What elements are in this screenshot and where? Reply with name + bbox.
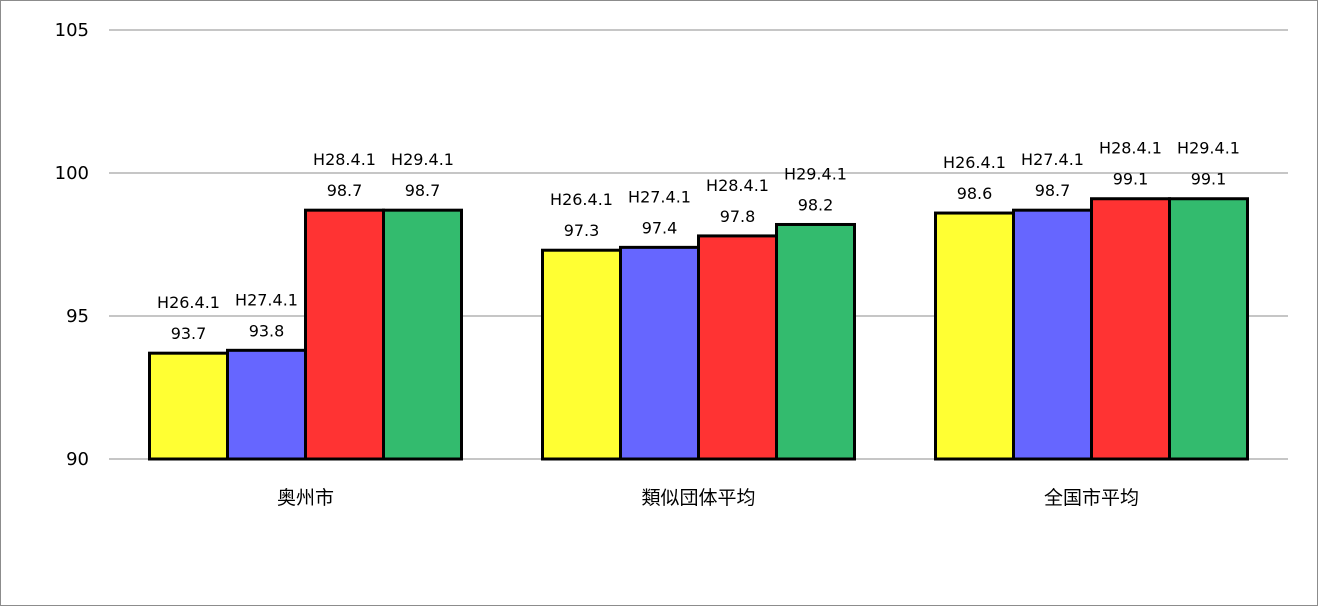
y-tick-label: 100 xyxy=(55,163,89,184)
bar xyxy=(304,208,385,461)
bar xyxy=(1012,208,1093,461)
data-label-value: 99.1 xyxy=(1191,170,1227,189)
x-axis-categories: 奥州市 類似団体平均 全国市平均 xyxy=(277,487,1139,509)
bar xyxy=(934,211,1015,461)
data-label-value: 98.6 xyxy=(957,184,993,203)
data-label-series: H29.4.1 xyxy=(1177,139,1240,158)
bar xyxy=(775,222,856,461)
category-label: 全国市平均 xyxy=(1044,487,1139,509)
data-label-series: H27.4.1 xyxy=(235,290,298,309)
data-label-value: 98.7 xyxy=(327,181,363,200)
bar xyxy=(1168,197,1249,461)
data-labels: H26.4.1 93.7 H27.4.1 93.8 H28.4.1 98.7 H29.4.1… xyxy=(157,139,1240,343)
bar xyxy=(226,348,307,461)
data-label-value: 97.8 xyxy=(720,207,756,226)
bar xyxy=(148,351,229,461)
y-tick-label: 95 xyxy=(66,306,89,327)
data-label-series: H28.4.1 xyxy=(706,176,769,195)
data-label-value: 93.8 xyxy=(249,321,285,340)
category-label: 類似団体平均 xyxy=(641,487,755,509)
y-tick-label: 90 xyxy=(66,449,89,470)
data-label-value: 93.7 xyxy=(171,324,207,343)
bar xyxy=(541,248,622,461)
bar xyxy=(382,208,463,461)
y-tick-label: 105 xyxy=(55,20,89,41)
data-label-value: 99.1 xyxy=(1113,170,1149,189)
bar xyxy=(1090,197,1171,461)
data-label-series: H28.4.1 xyxy=(1099,139,1162,158)
data-label-series: H26.4.1 xyxy=(157,293,220,312)
bars xyxy=(148,197,1249,461)
data-label-value: 97.3 xyxy=(564,221,600,240)
category-label: 奥州市 xyxy=(277,487,334,509)
data-label-value: 98.2 xyxy=(798,195,834,214)
data-label-series: H26.4.1 xyxy=(550,190,613,209)
y-axis-ticks: 90 95 100 105 xyxy=(55,20,89,470)
data-label-value: 98.7 xyxy=(1035,181,1071,200)
data-label-series: H27.4.1 xyxy=(628,187,691,206)
data-label-series: H29.4.1 xyxy=(784,164,847,183)
data-label-series: H26.4.1 xyxy=(943,153,1006,172)
bar xyxy=(619,245,700,461)
data-label-series: H27.4.1 xyxy=(1021,150,1084,169)
data-label-value: 97.4 xyxy=(642,218,678,237)
data-label-series: H29.4.1 xyxy=(391,150,454,169)
bar xyxy=(697,234,778,461)
data-label-series: H28.4.1 xyxy=(313,150,376,169)
data-label-value: 98.7 xyxy=(405,181,441,200)
